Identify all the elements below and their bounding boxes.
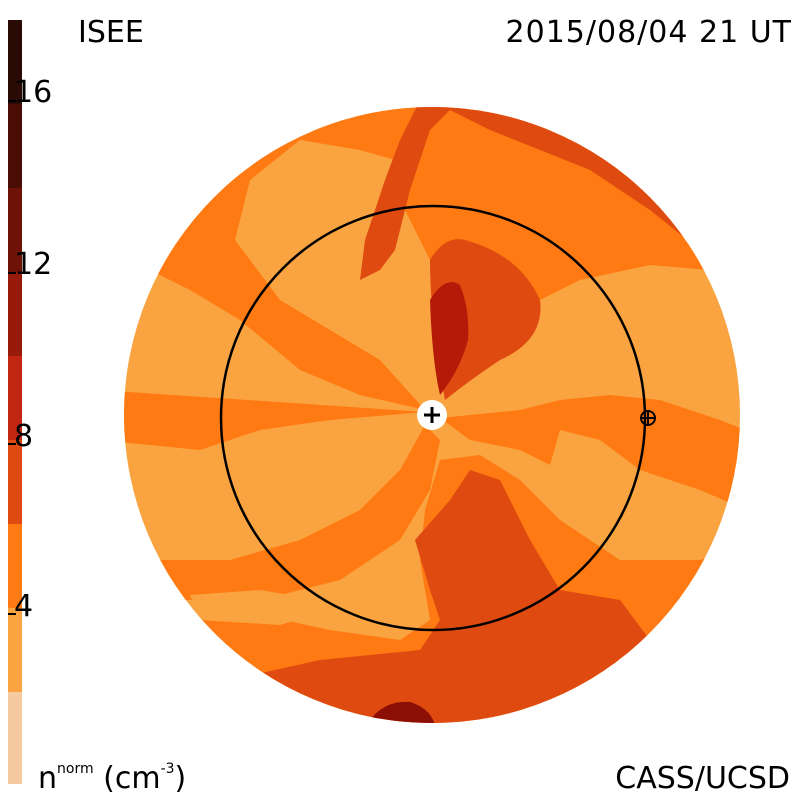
- color-band-2: [8, 104, 22, 188]
- region-left-arc-level4: [124, 425, 440, 610]
- tick-label-4: 4: [14, 589, 34, 624]
- datetime-label: 2015/08/04 21 UT: [505, 15, 792, 50]
- tick-label-8: 8: [14, 419, 34, 454]
- color-band-9: [8, 692, 22, 784]
- region-lower-left-strip-level3: [190, 590, 330, 625]
- sun-marker: [417, 400, 447, 430]
- region-left-level4: [124, 390, 425, 450]
- tick-mark-12: [8, 272, 16, 274]
- region-bottom-spot-level7: [370, 701, 435, 723]
- tick-mark-8: [8, 443, 16, 445]
- credit-label: CASS/UCSD: [615, 761, 790, 796]
- unit-label: nnorm (cm-3): [38, 761, 187, 796]
- color-band-8: [8, 608, 22, 692]
- color-band-4: [8, 272, 22, 356]
- tick-label-16: 16: [14, 75, 53, 110]
- organization-label: ISEE: [78, 15, 144, 50]
- tick-mark-16: [8, 100, 16, 102]
- density-field: [124, 107, 740, 723]
- tick-label-12: 12: [14, 247, 53, 282]
- color-band-7: [8, 524, 22, 608]
- color-scale-bar: [8, 20, 22, 784]
- color-band-3: [8, 188, 22, 272]
- region-bottom-level5: [200, 470, 660, 723]
- region-right-level4: [440, 395, 740, 520]
- color-band-5: [8, 356, 22, 440]
- tick-mark-4: [8, 613, 16, 615]
- earth-marker: [640, 410, 656, 426]
- color-band-6: [8, 440, 22, 524]
- color-band-1: [8, 20, 22, 104]
- region-center-level6: [430, 282, 469, 395]
